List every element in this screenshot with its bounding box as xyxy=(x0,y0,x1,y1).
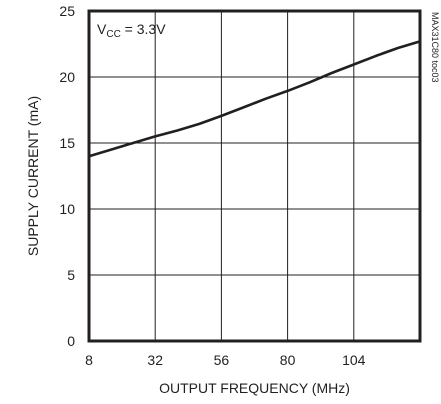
x-axis-label: OUTPUT FREQUENCY (MHz) xyxy=(159,380,350,396)
tick-labels: 8 32 56 80 104 0 5 10 15 20 25 xyxy=(59,3,365,368)
x-tick-label: 8 xyxy=(85,352,93,368)
y-tick-label: 20 xyxy=(59,69,75,85)
vcc-annotation-subscript: CC xyxy=(106,29,120,40)
y-tick-label: 5 xyxy=(67,267,75,283)
plot-data xyxy=(87,40,422,158)
vcc-annotation-suffix: = 3.3V xyxy=(121,21,166,37)
y-tick-label: 10 xyxy=(59,201,75,217)
x-tick-label: 32 xyxy=(147,352,163,368)
y-axis-label: SUPPLY CURRENT (mA) xyxy=(25,96,41,256)
x-tick-label: 56 xyxy=(214,352,230,368)
x-tick-label: 80 xyxy=(280,352,296,368)
y-tick-label: 25 xyxy=(59,3,75,19)
y-tick-label: 0 xyxy=(67,333,75,349)
supply-current-series-line xyxy=(87,40,422,158)
y-tick-label: 15 xyxy=(59,135,75,151)
vcc-annotation: VCC = 3.3V xyxy=(97,21,166,40)
x-tick-label: 104 xyxy=(342,352,366,368)
plot-frame xyxy=(87,9,422,343)
figure-id-label: MAX31C80 toc03 xyxy=(430,12,440,83)
grid-lines xyxy=(89,11,420,341)
vcc-annotation-main: V xyxy=(97,21,107,37)
